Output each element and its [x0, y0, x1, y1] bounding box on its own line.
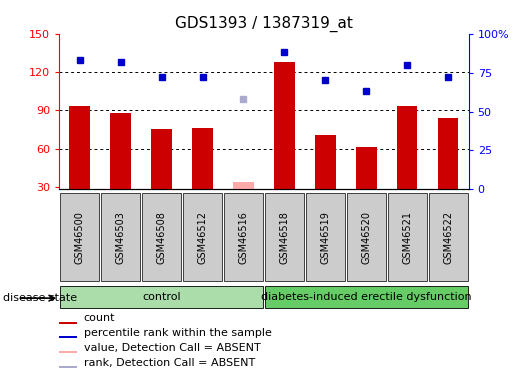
Text: GSM46500: GSM46500 — [75, 211, 84, 264]
Bar — [356, 147, 376, 189]
Bar — [315, 135, 336, 189]
Text: diabetes-induced erectile dysfunction: diabetes-induced erectile dysfunction — [261, 292, 472, 302]
Text: GSM46519: GSM46519 — [320, 211, 330, 264]
Text: percentile rank within the sample: percentile rank within the sample — [83, 328, 271, 338]
Text: GSM46516: GSM46516 — [238, 211, 248, 264]
Bar — [438, 118, 458, 189]
Bar — [397, 106, 418, 189]
Bar — [60, 286, 263, 308]
Bar — [306, 193, 345, 281]
Text: GSM46521: GSM46521 — [402, 211, 412, 264]
Bar — [183, 193, 222, 281]
Title: GDS1393 / 1387319_at: GDS1393 / 1387319_at — [175, 16, 353, 32]
Text: GSM46512: GSM46512 — [198, 211, 208, 264]
Text: GSM46520: GSM46520 — [362, 211, 371, 264]
Text: GSM46522: GSM46522 — [443, 211, 453, 264]
Bar — [110, 113, 131, 189]
Bar — [60, 193, 99, 281]
Bar — [233, 182, 254, 189]
Text: GSM46508: GSM46508 — [157, 211, 166, 264]
Bar — [265, 193, 304, 281]
Bar — [59, 366, 77, 368]
Bar — [70, 106, 90, 189]
Bar — [265, 286, 468, 308]
Bar — [142, 193, 181, 281]
Bar — [347, 193, 386, 281]
Text: value, Detection Call = ABSENT: value, Detection Call = ABSENT — [83, 343, 260, 353]
Bar — [59, 351, 77, 353]
Bar — [101, 193, 140, 281]
Text: count: count — [83, 313, 115, 323]
Text: rank, Detection Call = ABSENT: rank, Detection Call = ABSENT — [83, 357, 255, 368]
Text: disease state: disease state — [3, 293, 77, 303]
Bar — [388, 193, 427, 281]
Bar — [224, 193, 263, 281]
Bar — [59, 336, 77, 339]
Bar — [428, 193, 468, 281]
Text: GSM46503: GSM46503 — [116, 211, 126, 264]
Bar — [274, 62, 295, 189]
Bar — [59, 321, 77, 324]
Bar — [192, 128, 213, 189]
Bar — [151, 129, 172, 189]
Text: control: control — [142, 292, 181, 302]
Text: GSM46518: GSM46518 — [280, 211, 289, 264]
